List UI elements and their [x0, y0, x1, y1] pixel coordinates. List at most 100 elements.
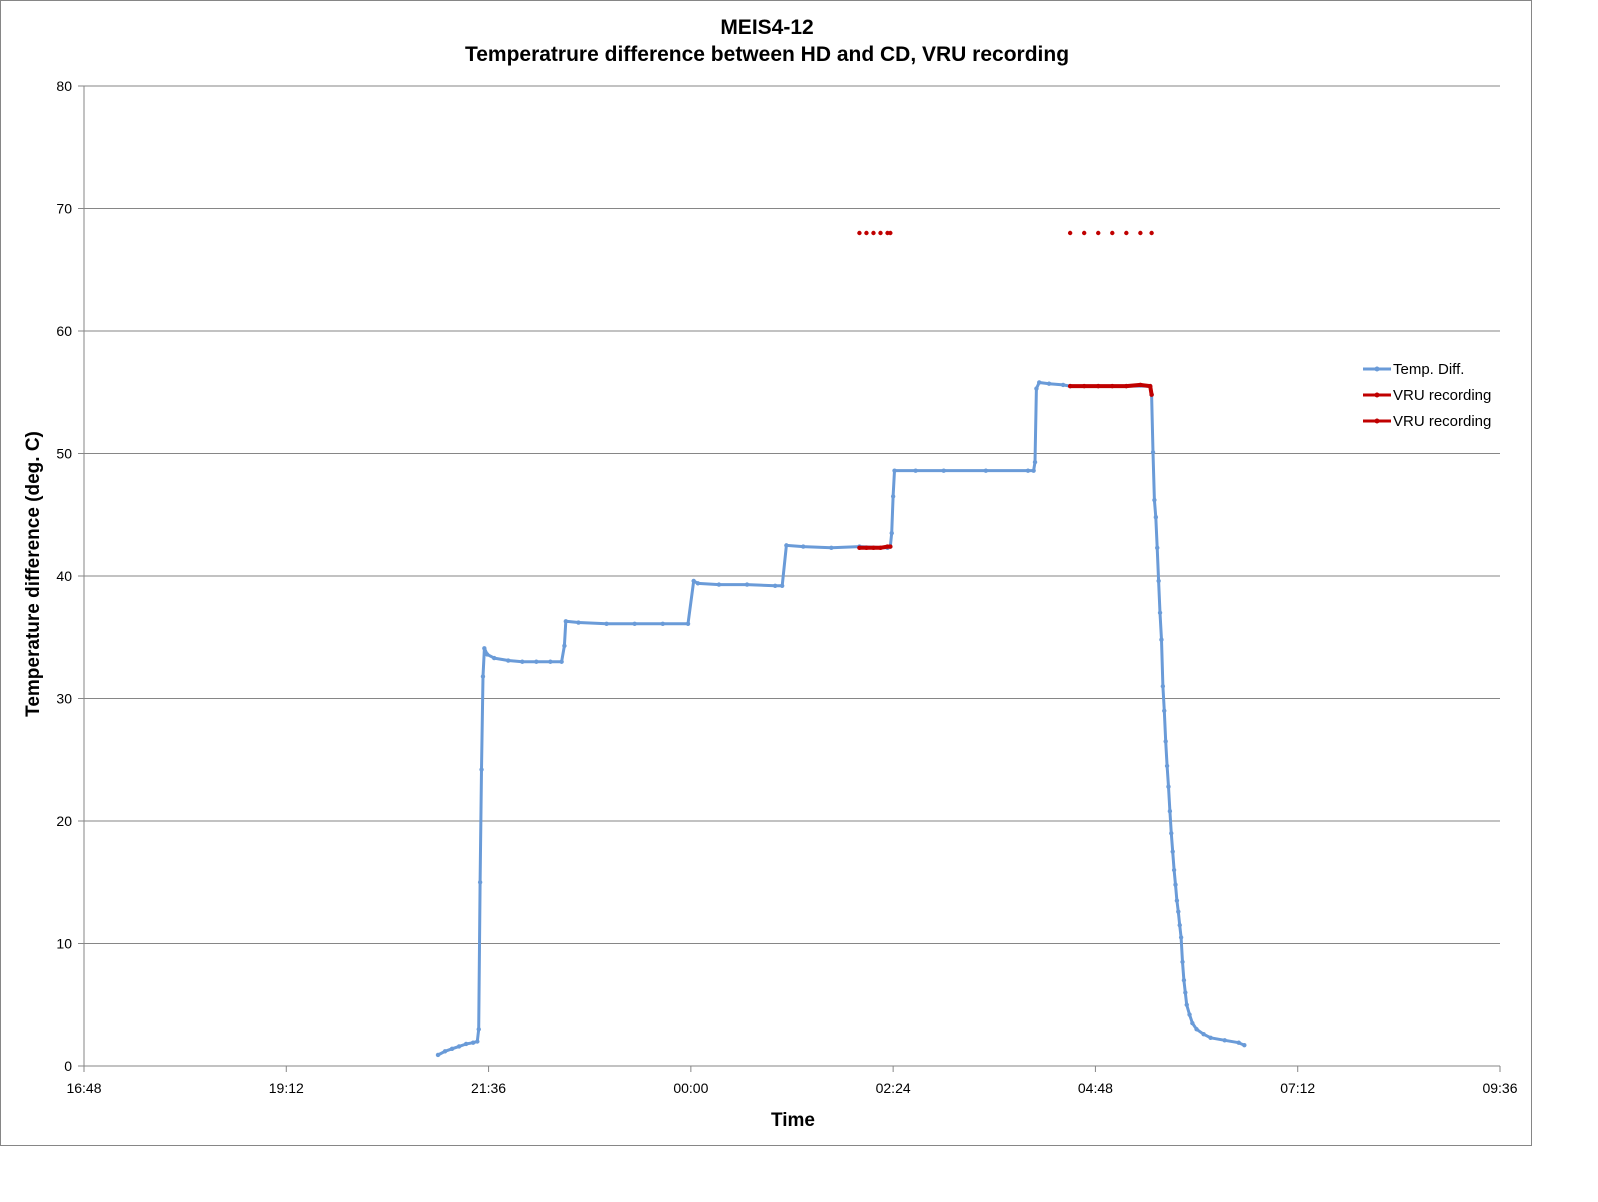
y-tick-label: 80: [56, 78, 72, 94]
data-point: [484, 652, 490, 657]
y-tick-label: 60: [56, 323, 72, 339]
data-point: [1242, 1042, 1247, 1048]
data-point: [563, 619, 569, 624]
data-point: [1177, 922, 1182, 928]
data-point: [1176, 909, 1181, 914]
x-tick-label: 21:36: [471, 1080, 506, 1096]
data-point: [1148, 383, 1153, 389]
data-point: [1153, 515, 1159, 520]
x-tick-label: 07:12: [1280, 1080, 1315, 1096]
data-point: [479, 767, 484, 772]
data-point: [1163, 739, 1168, 744]
data-point: [1096, 383, 1101, 389]
data-point: [888, 230, 893, 236]
legend-marker: [1374, 366, 1380, 372]
x-tick-label: 09:36: [1482, 1080, 1517, 1096]
data-point: [1187, 1012, 1192, 1017]
data-point: [1124, 230, 1129, 236]
data-point: [632, 621, 637, 626]
data-point: [1031, 468, 1036, 473]
data-point: [829, 545, 834, 551]
data-point: [685, 621, 691, 626]
data-point: [576, 620, 581, 625]
data-point: [559, 659, 564, 664]
data-point: [1190, 1020, 1195, 1026]
data-point: [889, 530, 894, 536]
data-point: [864, 230, 869, 236]
chart-title-line2: Temperatrure difference between HD and C…: [465, 43, 1069, 66]
data-point: [1164, 763, 1170, 769]
data-point: [779, 583, 785, 588]
data-point: [716, 582, 722, 587]
legend-label: VRU recording: [1393, 387, 1491, 404]
data-point: [1169, 831, 1174, 836]
data-point: [1180, 959, 1185, 965]
data-point: [913, 468, 918, 473]
y-tick-label: 10: [56, 936, 72, 952]
data-point: [691, 578, 696, 584]
data-point: [744, 582, 750, 587]
data-point: [878, 230, 883, 236]
series-1: [857, 544, 893, 551]
legend-marker: [1374, 418, 1380, 424]
data-point: [1067, 383, 1073, 389]
data-point: [470, 1040, 476, 1045]
data-point: [1124, 383, 1129, 389]
data-point: [1166, 784, 1171, 789]
data-point: [1236, 1040, 1241, 1045]
series-3: [857, 230, 893, 236]
grid-layer: [84, 85, 1500, 944]
data-point: [784, 543, 789, 548]
y-tick-label: 50: [56, 446, 72, 462]
data-point: [520, 659, 525, 664]
data-point: [435, 1052, 441, 1058]
data-point: [480, 674, 486, 679]
data-point: [857, 545, 862, 551]
y-tick-label: 40: [56, 568, 72, 584]
series-line: [436, 381, 1246, 1057]
data-point: [871, 230, 876, 236]
data-point: [477, 880, 483, 885]
data-point: [941, 468, 946, 473]
x-tick-label: 02:24: [876, 1080, 911, 1096]
chart-svg: MEIS4-12 Temperatrure difference between…: [23, 16, 1518, 1131]
data-point: [1046, 381, 1052, 386]
data-point: [1025, 468, 1031, 473]
data-point: [1060, 382, 1066, 388]
data-point: [1173, 882, 1178, 887]
data-point: [1155, 545, 1160, 551]
data-point: [1201, 1031, 1206, 1037]
axis-layer: 0 10 20 30 40 50 60 70 80 16:48 19:12 21:36 00:00 02:…: [56, 78, 1517, 1096]
data-point: [1138, 382, 1143, 388]
data-point: [864, 545, 869, 551]
data-point: [442, 1049, 448, 1054]
y-tick-label: 30: [56, 691, 72, 707]
data-point: [871, 545, 876, 551]
data-point: [888, 544, 893, 549]
data-point: [1081, 383, 1087, 389]
series-4: [1067, 230, 1154, 236]
data-point: [1194, 1027, 1199, 1032]
data-point: [1032, 459, 1038, 465]
y-tick-label: 70: [56, 201, 72, 217]
data-point: [892, 468, 897, 473]
data-point: [1170, 849, 1175, 854]
series-2: [1067, 382, 1154, 397]
data-point: [1149, 230, 1154, 236]
data-point: [1138, 230, 1143, 236]
x-tick-label: 16:48: [66, 1080, 101, 1096]
data-point: [1150, 450, 1156, 455]
data-point: [890, 494, 896, 499]
data-point: [1096, 230, 1101, 236]
data-point: [660, 621, 665, 626]
data-point: [1222, 1038, 1227, 1043]
data-point: [1156, 578, 1161, 584]
x-axis-label: Time: [771, 1110, 815, 1131]
data-point: [1208, 1035, 1213, 1041]
y-axis-label: Temperature difference (deg. C): [23, 431, 44, 717]
legend-label: Temp. Diff.: [1393, 361, 1464, 378]
data-point: [1110, 230, 1115, 236]
data-point: [449, 1046, 455, 1052]
data-point: [482, 646, 487, 651]
data-point: [1081, 230, 1087, 236]
